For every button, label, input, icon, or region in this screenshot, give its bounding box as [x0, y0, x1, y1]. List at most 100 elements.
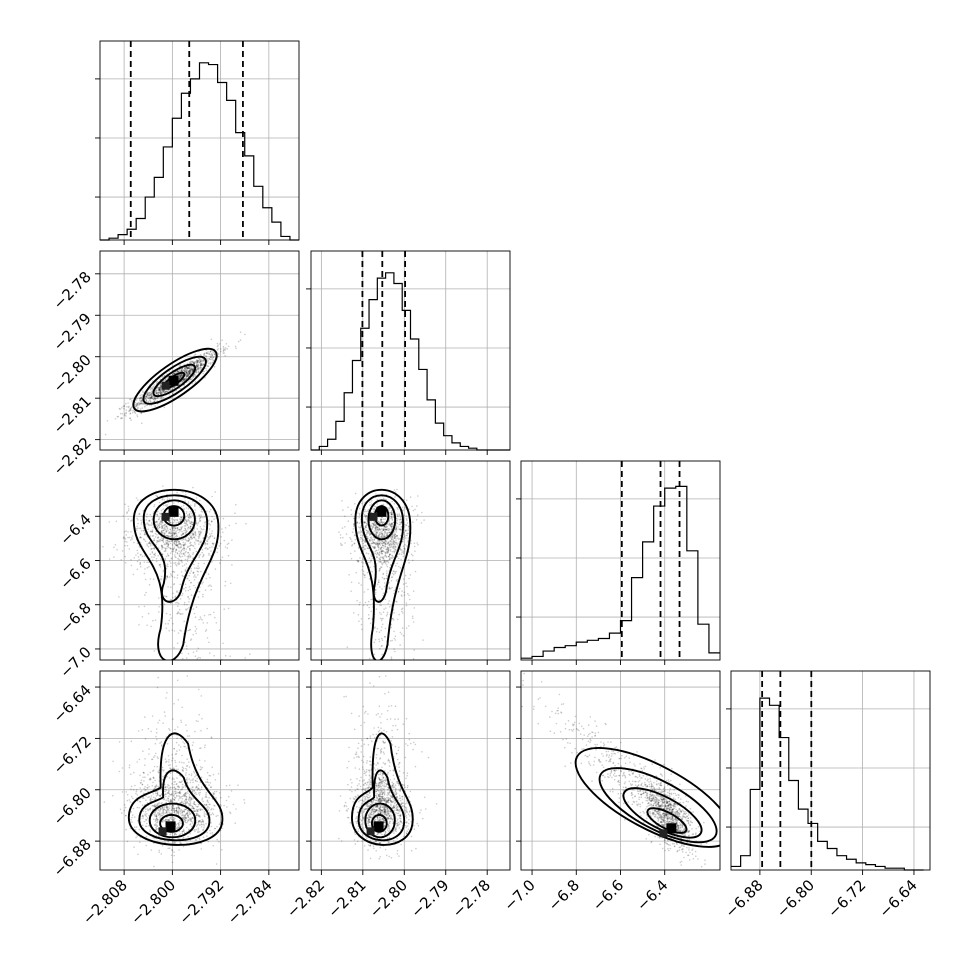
sample-point — [389, 550, 392, 552]
sample-point — [211, 354, 214, 357]
sample-point — [391, 500, 394, 503]
sample-point — [174, 385, 177, 388]
sample-point — [217, 353, 220, 355]
sample-point — [374, 593, 377, 595]
sample-point — [190, 779, 192, 782]
sample-point — [197, 368, 199, 371]
sample-point — [182, 814, 184, 816]
sample-point — [394, 721, 396, 723]
sample-point — [183, 601, 186, 604]
sample-point — [159, 387, 161, 390]
sample-point — [154, 397, 156, 400]
sample-point — [159, 390, 162, 393]
sample-point — [181, 544, 183, 546]
sample-point — [402, 540, 404, 543]
sample-point — [381, 623, 384, 626]
sample-point — [164, 523, 166, 526]
sample-point — [160, 523, 163, 526]
sample-point — [156, 392, 159, 394]
sample-point — [141, 616, 144, 618]
sample-point — [381, 516, 383, 519]
sample-point — [181, 369, 183, 371]
sample-point — [351, 540, 353, 543]
sample-point — [169, 519, 171, 522]
sample-point — [200, 364, 203, 366]
sample-point — [145, 392, 148, 395]
sample-point — [172, 373, 174, 376]
sample-point — [173, 372, 175, 374]
sample-point — [157, 388, 160, 391]
sample-point — [183, 546, 185, 548]
sample-point — [191, 369, 194, 371]
sample-point — [195, 550, 198, 553]
sample-point — [140, 519, 142, 522]
sample-point — [192, 376, 195, 378]
sample-point — [184, 568, 187, 571]
sample-point — [379, 567, 381, 570]
sample-point — [208, 797, 210, 799]
sample-point — [176, 574, 179, 576]
sample-point — [169, 531, 171, 534]
sample-point — [368, 577, 371, 580]
sample-point — [400, 594, 403, 596]
sample-point — [143, 561, 146, 563]
sample-point — [148, 561, 150, 563]
sample-point — [157, 814, 159, 816]
sample-point — [401, 610, 403, 613]
sample-point — [188, 371, 191, 373]
sample-point — [132, 797, 134, 800]
sample-point — [188, 819, 190, 821]
sample-point — [198, 688, 200, 691]
sample-point — [159, 387, 161, 389]
sample-point — [404, 574, 407, 577]
sample-point — [376, 526, 379, 529]
sample-point — [182, 769, 184, 772]
sample-point — [177, 726, 179, 728]
sample-point — [397, 544, 399, 546]
sample-point — [388, 522, 391, 525]
sample-point — [381, 522, 384, 525]
sample-point — [182, 767, 185, 770]
sample-point — [224, 654, 227, 657]
sample-point — [179, 781, 182, 783]
sample-point — [227, 542, 230, 545]
sample-point — [214, 805, 216, 807]
sample-point — [176, 534, 178, 536]
sample-point — [196, 366, 198, 369]
sample-point — [386, 532, 388, 534]
sample-point — [341, 500, 343, 502]
sample-point — [206, 548, 209, 550]
sample-point — [159, 520, 162, 522]
sample-point — [131, 406, 133, 408]
sample-point — [200, 747, 202, 749]
sample-point — [383, 534, 386, 536]
sample-point — [179, 373, 182, 376]
sample-point — [391, 586, 393, 589]
sample-point — [167, 586, 169, 588]
sample-point — [181, 380, 184, 383]
sample-point — [178, 786, 180, 788]
sample-point — [176, 791, 178, 794]
sample-point — [392, 618, 394, 620]
sample-point — [179, 791, 181, 793]
sample-point — [128, 536, 131, 539]
density-peak — [369, 512, 378, 521]
sample-point — [141, 407, 144, 409]
sample-point — [150, 397, 153, 400]
sample-point — [381, 537, 383, 539]
sample-point — [202, 528, 205, 531]
sample-point — [381, 556, 384, 559]
sample-point — [181, 652, 183, 655]
sample-point — [195, 522, 198, 525]
sample-point — [374, 542, 377, 545]
sample-point — [135, 554, 137, 556]
sample-point — [185, 645, 188, 647]
sample-point — [156, 495, 158, 498]
sample-point — [207, 365, 210, 368]
sample-point — [173, 534, 175, 536]
sample-point — [161, 807, 164, 809]
sample-point — [397, 518, 399, 520]
sample-point — [357, 560, 360, 563]
sample-point — [155, 543, 157, 546]
sample-point — [390, 516, 393, 518]
